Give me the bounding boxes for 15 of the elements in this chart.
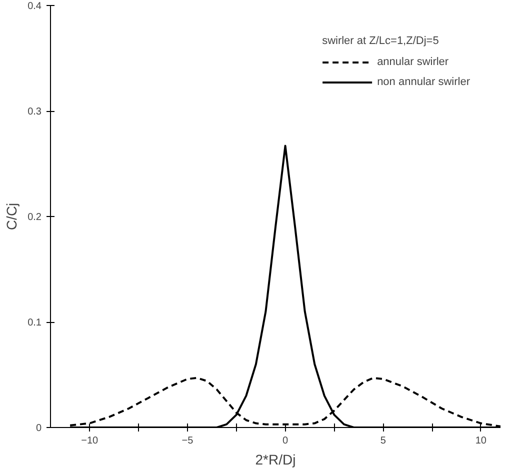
- y-tick-label: 0.2: [28, 212, 42, 223]
- y-tick-label: 0.1: [28, 318, 42, 328]
- x-tick-label: 10: [475, 436, 487, 446]
- y-tick-label: 0.4: [28, 1, 42, 12]
- x-tick-label: −5: [182, 436, 194, 446]
- x-axis-title: 2*R/Dj: [255, 452, 296, 468]
- y-tick-label: 0: [36, 423, 42, 434]
- x-tick-label: 0: [282, 436, 288, 446]
- x-tick-label: −10: [81, 436, 99, 446]
- y-axis-title: C/Cj: [4, 202, 20, 230]
- x-tick-label: 5: [380, 436, 386, 446]
- legend-label: non annular swirler: [377, 76, 470, 88]
- legend-title: swirler at Z/Lc=1,Z/Dj=5: [322, 35, 440, 47]
- y-tick-label: 0.3: [28, 106, 42, 118]
- legend-label: annular swirler: [377, 56, 449, 68]
